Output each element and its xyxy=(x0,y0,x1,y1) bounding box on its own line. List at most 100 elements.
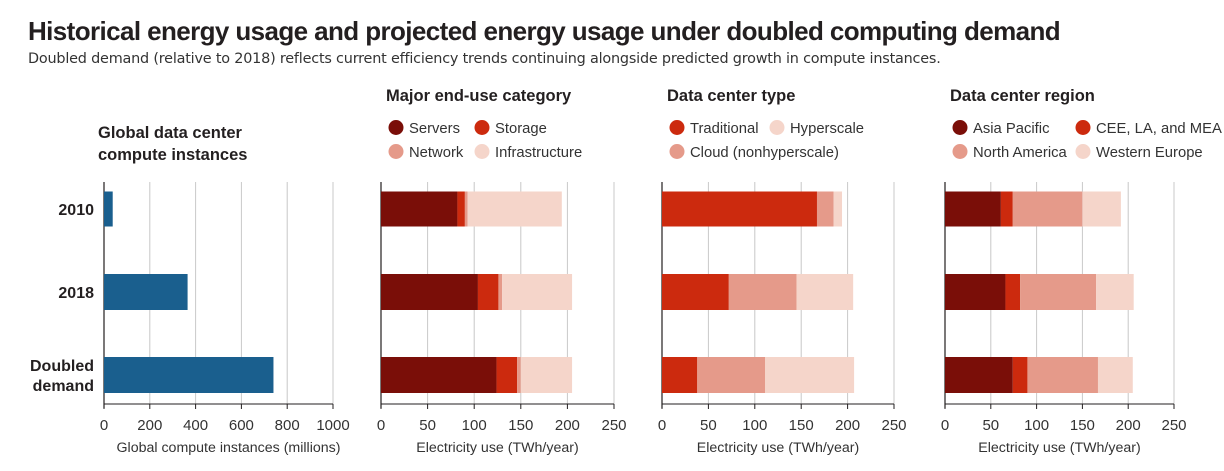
category-label-text: demand xyxy=(33,378,94,395)
legend-item-north-america: North America xyxy=(952,144,1068,161)
x-tick-label: 250 xyxy=(601,417,626,434)
bar-hyperscale-0 xyxy=(833,191,843,227)
x-tick-label: 150 xyxy=(1070,417,1095,434)
x-tick-label: 400 xyxy=(183,417,208,434)
x-tick-label: 200 xyxy=(555,417,580,434)
bar-asia-pacific-2 xyxy=(945,357,1013,393)
legend-swatch xyxy=(474,144,490,159)
bar-servers-2 xyxy=(381,357,497,393)
x-tick-label: 50 xyxy=(982,417,999,434)
legend-label: Servers xyxy=(409,121,460,137)
legend-item-servers: Servers xyxy=(388,120,460,137)
legend-label: Asia Pacific xyxy=(973,121,1050,137)
x-tick-label: 150 xyxy=(508,417,533,434)
legend-swatch xyxy=(952,144,968,159)
x-axis-label: Electricity use (TWh/year) xyxy=(978,440,1140,456)
x-tick-label: 250 xyxy=(1161,417,1186,434)
legend-item-asia-pacific: Asia Pacific xyxy=(952,120,1050,137)
panel-title: Data center region xyxy=(950,87,1095,105)
chart-panel-0: 0 200 400 600 800 1000 Global compute instance… xyxy=(100,182,350,456)
bar-network-0 xyxy=(464,191,468,227)
legend-swatch xyxy=(1075,120,1091,135)
x-tick-label: 100 xyxy=(1024,417,1049,434)
legend-label: Storage xyxy=(495,121,547,137)
bar-value-0 xyxy=(104,191,113,227)
bar-hyperscale-1 xyxy=(796,274,854,310)
panel-title: Data center type xyxy=(667,87,795,105)
x-tick-label: 0 xyxy=(658,417,666,434)
legend-item-cloud-nonhyperscale-: Cloud (nonhyperscale) xyxy=(669,144,839,161)
bar-servers-1 xyxy=(381,274,478,310)
bar-servers-0 xyxy=(381,191,458,227)
bar-asia-pacific-0 xyxy=(945,191,1001,227)
bar-value-2 xyxy=(104,357,274,393)
bar-value-1 xyxy=(104,274,188,310)
x-tick-label: 0 xyxy=(100,417,108,434)
bar-infrastructure-2 xyxy=(520,357,573,393)
bar-traditional-0 xyxy=(662,191,817,227)
bar-cloud-nonhyperscale--1 xyxy=(728,274,797,310)
bar-traditional-2 xyxy=(662,357,698,393)
legend-swatch xyxy=(769,120,785,135)
legend-item-hyperscale: Hyperscale xyxy=(769,120,864,137)
panel-title: Global data center compute instances xyxy=(98,124,247,164)
category-label-text: 2018 xyxy=(58,285,94,302)
legend-swatch xyxy=(669,144,685,159)
x-tick-label: 0 xyxy=(941,417,949,434)
x-tick-label: 50 xyxy=(419,417,436,434)
bar-infrastructure-1 xyxy=(502,274,573,310)
bar-storage-1 xyxy=(477,274,499,310)
bar-cee-la-and-mea-0 xyxy=(1000,191,1013,227)
bar-north-america-2 xyxy=(1027,357,1098,393)
bar-western-europe-0 xyxy=(1082,191,1121,227)
bar-north-america-0 xyxy=(1012,191,1083,227)
x-axis-label: Electricity use (TWh/year) xyxy=(416,440,578,456)
bar-western-europe-2 xyxy=(1097,357,1133,393)
legend-item-storage: Storage xyxy=(474,120,547,137)
chart-panel-3: 0 50 100 150 200 250 Electricity use (TWh/year… xyxy=(941,87,1222,456)
x-tick-label: 100 xyxy=(462,417,487,434)
x-tick-label: 200 xyxy=(1116,417,1141,434)
x-tick-label: 100 xyxy=(742,417,767,434)
page-subtitle: Doubled demand (relative to 2018) reflec… xyxy=(28,51,941,67)
bar-cee-la-and-mea-1 xyxy=(1005,274,1021,310)
legend-label: Traditional xyxy=(690,121,759,137)
legend-swatch xyxy=(474,120,490,135)
bar-network-2 xyxy=(517,357,521,393)
bar-cee-la-and-mea-2 xyxy=(1012,357,1028,393)
legend-label: North America xyxy=(973,145,1068,161)
bar-cloud-nonhyperscale--0 xyxy=(816,191,834,227)
bar-infrastructure-0 xyxy=(467,191,562,227)
category-label-text: Doubled xyxy=(30,358,94,375)
legend-label: Network xyxy=(409,145,464,161)
legend-item-cee-la-and-mea: CEE, LA, and MEA xyxy=(1075,120,1222,137)
category-label-text: 2010 xyxy=(58,202,94,219)
bar-storage-0 xyxy=(457,191,465,227)
x-axis-label: Global compute instances (millions) xyxy=(117,440,341,456)
x-tick-label: 250 xyxy=(881,417,906,434)
chart-panel-1: 0 50 100 150 200 250 Electricity use (TWh/year… xyxy=(377,87,627,456)
legend-label: Infrastructure xyxy=(495,145,582,161)
x-tick-label: 50 xyxy=(700,417,717,434)
legend-label: CEE, LA, and MEA xyxy=(1096,121,1222,137)
bar-network-1 xyxy=(498,274,503,310)
legend-item-traditional: Traditional xyxy=(669,120,759,137)
legend-label: Hyperscale xyxy=(790,121,864,137)
legend-item-western-europe: Western Europe xyxy=(1075,144,1203,161)
bar-hyperscale-2 xyxy=(765,357,855,393)
legend-swatch xyxy=(388,120,404,135)
x-tick-label: 800 xyxy=(275,417,300,434)
panel-title: Major end-use category xyxy=(386,87,572,105)
x-tick-label: 600 xyxy=(229,417,254,434)
x-tick-label: 200 xyxy=(835,417,860,434)
legend-swatch xyxy=(388,144,404,159)
legend-swatch xyxy=(1075,144,1091,159)
category-label-2: Doubled demand xyxy=(30,358,94,395)
panel-title-line: compute instances xyxy=(98,146,247,164)
bar-western-europe-1 xyxy=(1096,274,1134,310)
x-tick-label: 200 xyxy=(137,417,162,434)
legend-item-infrastructure: Infrastructure xyxy=(474,144,582,161)
bar-cloud-nonhyperscale--2 xyxy=(697,357,766,393)
bar-traditional-1 xyxy=(662,274,729,310)
